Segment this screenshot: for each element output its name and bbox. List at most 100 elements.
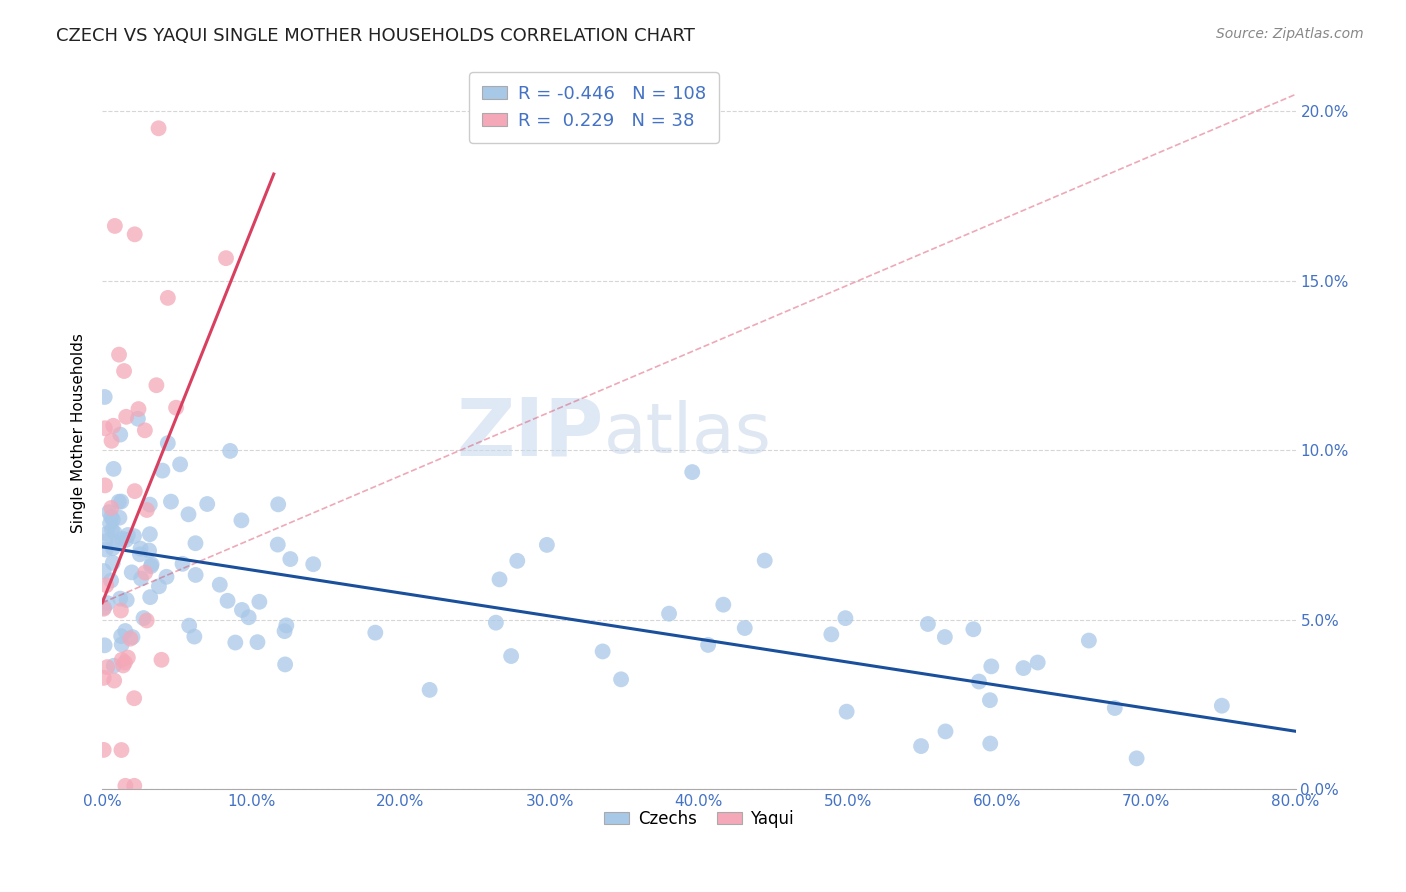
Point	[94, 478, 117, 492]
Point	[94, 534, 117, 549]
Point	[278, 552, 301, 566]
Point	[115, 533, 138, 547]
Point	[246, 635, 269, 649]
Point	[419, 682, 441, 697]
Point	[110, 629, 132, 643]
Point	[267, 497, 290, 511]
Point	[101, 556, 124, 570]
Point	[697, 638, 720, 652]
Point	[122, 529, 145, 543]
Text: Source: ZipAtlas.com: Source: ZipAtlas.com	[1216, 27, 1364, 41]
Point	[96, 660, 118, 674]
Point	[215, 251, 238, 265]
Point	[94, 542, 117, 557]
Legend: Czechs, Yaqui: Czechs, Yaqui	[598, 803, 800, 834]
Point	[129, 572, 152, 586]
Point	[110, 603, 132, 617]
Point	[485, 615, 508, 630]
Point	[274, 657, 297, 672]
Point	[165, 401, 187, 415]
Point	[108, 591, 131, 606]
Point	[96, 526, 118, 541]
Point	[177, 508, 200, 522]
Point	[112, 658, 135, 673]
Point	[231, 603, 253, 617]
Point	[610, 673, 633, 687]
Point	[247, 595, 270, 609]
Point	[108, 348, 131, 362]
Point	[94, 421, 117, 435]
Point	[835, 705, 858, 719]
Point	[108, 510, 131, 524]
Point	[934, 724, 956, 739]
Point	[117, 650, 139, 665]
Point	[127, 411, 149, 425]
Point	[276, 618, 298, 632]
Point	[1026, 656, 1049, 670]
Point	[231, 513, 253, 527]
Point	[1211, 698, 1233, 713]
Point	[658, 607, 681, 621]
Point	[121, 566, 143, 580]
Point	[98, 516, 121, 531]
Point	[93, 601, 115, 615]
Point	[138, 543, 160, 558]
Point	[93, 564, 115, 578]
Point	[734, 621, 756, 635]
Point	[134, 423, 156, 437]
Point	[100, 574, 122, 588]
Point	[156, 436, 179, 450]
Point	[1077, 633, 1099, 648]
Point	[150, 653, 173, 667]
Point	[104, 219, 127, 233]
Point	[208, 577, 231, 591]
Point	[139, 527, 162, 541]
Point	[124, 779, 146, 793]
Point	[101, 513, 124, 527]
Point	[754, 553, 776, 567]
Point	[184, 568, 207, 582]
Point	[172, 557, 194, 571]
Point	[110, 427, 132, 442]
Point	[93, 638, 115, 652]
Point	[110, 743, 132, 757]
Point	[141, 558, 163, 572]
Point	[501, 648, 523, 663]
Point	[114, 656, 136, 670]
Point	[834, 611, 856, 625]
Point	[129, 547, 152, 561]
Point	[132, 611, 155, 625]
Point	[711, 598, 734, 612]
Point	[107, 494, 129, 508]
Point	[100, 434, 122, 448]
Point	[980, 659, 1002, 673]
Point	[184, 536, 207, 550]
Point	[122, 691, 145, 706]
Point	[536, 538, 558, 552]
Point	[917, 617, 939, 632]
Point	[152, 464, 174, 478]
Point	[302, 558, 325, 572]
Point	[93, 743, 115, 757]
Point	[110, 494, 132, 508]
Point	[139, 559, 162, 574]
Point	[156, 291, 179, 305]
Point	[934, 630, 956, 644]
Point	[135, 614, 157, 628]
Point	[111, 532, 134, 546]
Point	[114, 779, 136, 793]
Point	[979, 693, 1001, 707]
Point	[121, 630, 143, 644]
Point	[135, 503, 157, 517]
Point	[820, 627, 842, 641]
Point	[273, 624, 295, 639]
Point	[93, 600, 115, 615]
Point	[267, 537, 290, 551]
Point	[155, 570, 177, 584]
Point	[1125, 751, 1147, 765]
Text: ZIP: ZIP	[456, 394, 603, 473]
Y-axis label: Single Mother Households: Single Mother Households	[72, 334, 86, 533]
Point	[100, 510, 122, 524]
Point	[183, 630, 205, 644]
Point	[681, 465, 703, 479]
